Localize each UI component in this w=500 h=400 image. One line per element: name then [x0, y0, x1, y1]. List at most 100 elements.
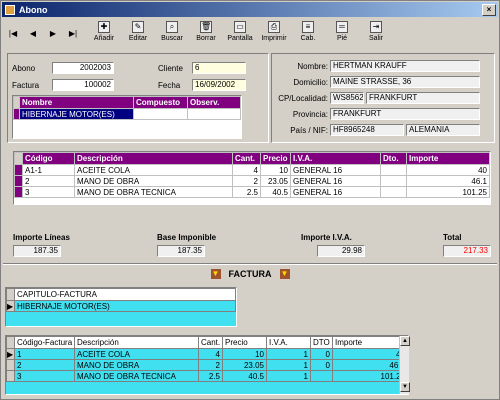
- title-bar: Abono ×: [2, 2, 498, 17]
- abono-label: Abono: [12, 64, 36, 73]
- prev-record-button[interactable]: ◀: [29, 28, 37, 38]
- col-descripcion[interactable]: Descripción: [74, 336, 199, 349]
- factura-detail-grid[interactable]: Código-Factura Descripción Cant. Precio …: [5, 335, 409, 395]
- exit-icon: ⇥: [370, 21, 382, 33]
- table-row[interactable]: 3 MANO DE OBRA TECNICA 2.5 40.5 1 101.25: [6, 370, 408, 382]
- localidad-field[interactable]: FRANKFURT: [366, 92, 480, 104]
- domicilio-label: Domicilio:: [293, 78, 328, 87]
- arrow-down-icon[interactable]: ▼: [279, 269, 290, 279]
- base-imponible-label: Base Imponible: [157, 233, 217, 242]
- window-title: Abono: [19, 4, 48, 15]
- capitulo-header-row: CAPITULO-FACTURA: [6, 288, 236, 301]
- table-row[interactable]: 3 MANO DE OBRA TECNICA 2.5 40.5 GENERAL …: [14, 186, 490, 198]
- print-button[interactable]: ⎙ Imprimir: [257, 19, 291, 49]
- detail-scrollbar[interactable]: ▲ ▼: [399, 336, 410, 394]
- cp-field[interactable]: WS8562: [330, 92, 364, 104]
- edit-button[interactable]: ✎ Editar: [121, 19, 155, 49]
- search-icon: ⌕: [166, 21, 178, 33]
- edit-label: Editar: [128, 35, 148, 42]
- compuesto-grid[interactable]: Nombre Compuesto Observ. HIBERNAJE MOTOR…: [12, 95, 242, 139]
- close-button[interactable]: ×: [482, 4, 496, 16]
- col-codigo[interactable]: Código: [22, 152, 75, 165]
- importe-lineas-field: 187.35: [13, 245, 61, 257]
- screen-label: Pantalla: [227, 35, 253, 42]
- screen-icon: ▭: [234, 21, 246, 33]
- col-nombre[interactable]: Nombre: [19, 96, 134, 109]
- print-icon: ⎙: [268, 21, 280, 33]
- cliente-field[interactable]: 6: [192, 62, 246, 74]
- col-observ[interactable]: Observ.: [187, 96, 241, 109]
- pais-field[interactable]: ALEMANIA: [406, 124, 480, 136]
- search-button[interactable]: ⌕ Buscar: [155, 19, 189, 49]
- abono-field[interactable]: 2002003: [52, 62, 114, 74]
- factura-title: FACTURA: [228, 269, 272, 279]
- add-label: Añadir: [93, 35, 115, 42]
- last-record-button[interactable]: ▶|: [68, 28, 78, 38]
- table-row[interactable]: 2 MANO DE OBRA 2 23.05 GENERAL 16 46.1: [14, 175, 490, 187]
- footer-button[interactable]: ═ Pié: [325, 19, 359, 49]
- pais-label: País / NIF:: [290, 126, 328, 135]
- factura-label: Factura: [12, 81, 40, 90]
- domicilio-field[interactable]: MAINE STRASSE, 36: [330, 76, 480, 88]
- delete-icon: 🗑: [200, 21, 212, 33]
- factura-header: ▼ FACTURA ▼: [1, 267, 499, 281]
- delete-button[interactable]: 🗑 Borrar: [189, 19, 223, 49]
- print-label: Imprimir: [261, 35, 287, 42]
- col-precio[interactable]: Precio: [222, 336, 267, 349]
- col-compuesto[interactable]: Compuesto: [133, 96, 188, 109]
- header-panel: Abono 2002003 Cliente 6 Factura 100002 F…: [7, 53, 269, 143]
- edit-icon: ✎: [132, 21, 144, 33]
- section-divider: [3, 263, 497, 265]
- col-codigo-factura[interactable]: Código-Factura: [14, 336, 75, 349]
- fecha-label: Fecha: [158, 81, 181, 90]
- col-importe[interactable]: Importe: [332, 336, 408, 349]
- first-record-button[interactable]: |◀: [8, 28, 18, 38]
- col-precio[interactable]: Precio: [260, 152, 291, 165]
- col-iva[interactable]: I.V.A.: [266, 336, 311, 349]
- table-row[interactable]: 2 MANO DE OBRA 2 23.05 1 0 46.1: [6, 359, 408, 371]
- window-controls: ×: [482, 4, 496, 16]
- factura-field[interactable]: 100002: [52, 79, 114, 91]
- col-dto[interactable]: DTO: [310, 336, 333, 349]
- scroll-up-icon[interactable]: ▲: [400, 336, 410, 346]
- arrow-down-icon[interactable]: ▼: [210, 269, 221, 279]
- client-panel: Nombre: HERTMAN KRAUFF Domicilio: MAINE …: [271, 53, 495, 143]
- scroll-down-icon[interactable]: ▼: [400, 382, 410, 392]
- compuesto-header-row: Nombre Compuesto Observ.: [13, 96, 241, 109]
- lines-grid[interactable]: Código Descripción Cant. Precio I.V.A. D…: [13, 151, 491, 205]
- header-button[interactable]: ≡ Cab.: [291, 19, 325, 49]
- importe-iva-field: 29.98: [317, 245, 365, 257]
- exit-label: Salir: [368, 35, 383, 42]
- screen-button[interactable]: ▭ Pantalla: [223, 19, 257, 49]
- capitulo-grid[interactable]: CAPITULO-FACTURA ▶ HIBERNAJE MOTOR(ES): [5, 287, 237, 327]
- col-capitulo[interactable]: CAPITULO-FACTURA: [14, 288, 236, 301]
- capitulo-row[interactable]: ▶ HIBERNAJE MOTOR(ES): [6, 300, 236, 312]
- base-imponible-field: 187.35: [157, 245, 205, 257]
- importe-lineas-label: Importe Líneas: [13, 233, 70, 242]
- importe-iva-label: Importe I.V.A.: [301, 233, 352, 242]
- nif-field[interactable]: HF8965248: [330, 124, 404, 136]
- compuesto-row[interactable]: HIBERNAJE MOTOR(ES): [13, 108, 241, 120]
- detail-header-row: Código-Factura Descripción Cant. Precio …: [6, 336, 408, 349]
- table-row[interactable]: A1-1 ACEITE COLA 4 10 GENERAL 16 40: [14, 164, 490, 176]
- col-cant[interactable]: Cant.: [198, 336, 223, 349]
- add-button[interactable]: ✚ Añadir: [87, 19, 121, 49]
- col-cant[interactable]: Cant.: [232, 152, 261, 165]
- next-record-button[interactable]: ▶: [49, 28, 57, 38]
- provincia-label: Provincia:: [292, 110, 328, 119]
- add-icon: ✚: [98, 21, 110, 33]
- col-iva[interactable]: I.V.A.: [290, 152, 381, 165]
- exit-button[interactable]: ⇥ Salir: [359, 19, 393, 49]
- fecha-field[interactable]: 16/09/2002: [192, 79, 246, 91]
- total-field: 217.33: [443, 245, 491, 257]
- col-descripcion[interactable]: Descripción: [74, 152, 233, 165]
- lines-header-row: Código Descripción Cant. Precio I.V.A. D…: [14, 152, 490, 165]
- header-label: Cab.: [300, 35, 316, 42]
- toolbar: |◀ ◀ ▶ ▶| ✚ Añadir ✎ Editar ⌕ Buscar 🗑 Borra…: [3, 19, 497, 49]
- col-dto[interactable]: Dto.: [380, 152, 407, 165]
- provincia-field[interactable]: FRANKFURT: [330, 108, 480, 120]
- nombre-field[interactable]: HERTMAN KRAUFF: [330, 60, 480, 72]
- col-importe[interactable]: Importe: [406, 152, 490, 165]
- table-row[interactable]: ▶ 1 ACEITE COLA 4 10 1 0 40: [6, 348, 408, 360]
